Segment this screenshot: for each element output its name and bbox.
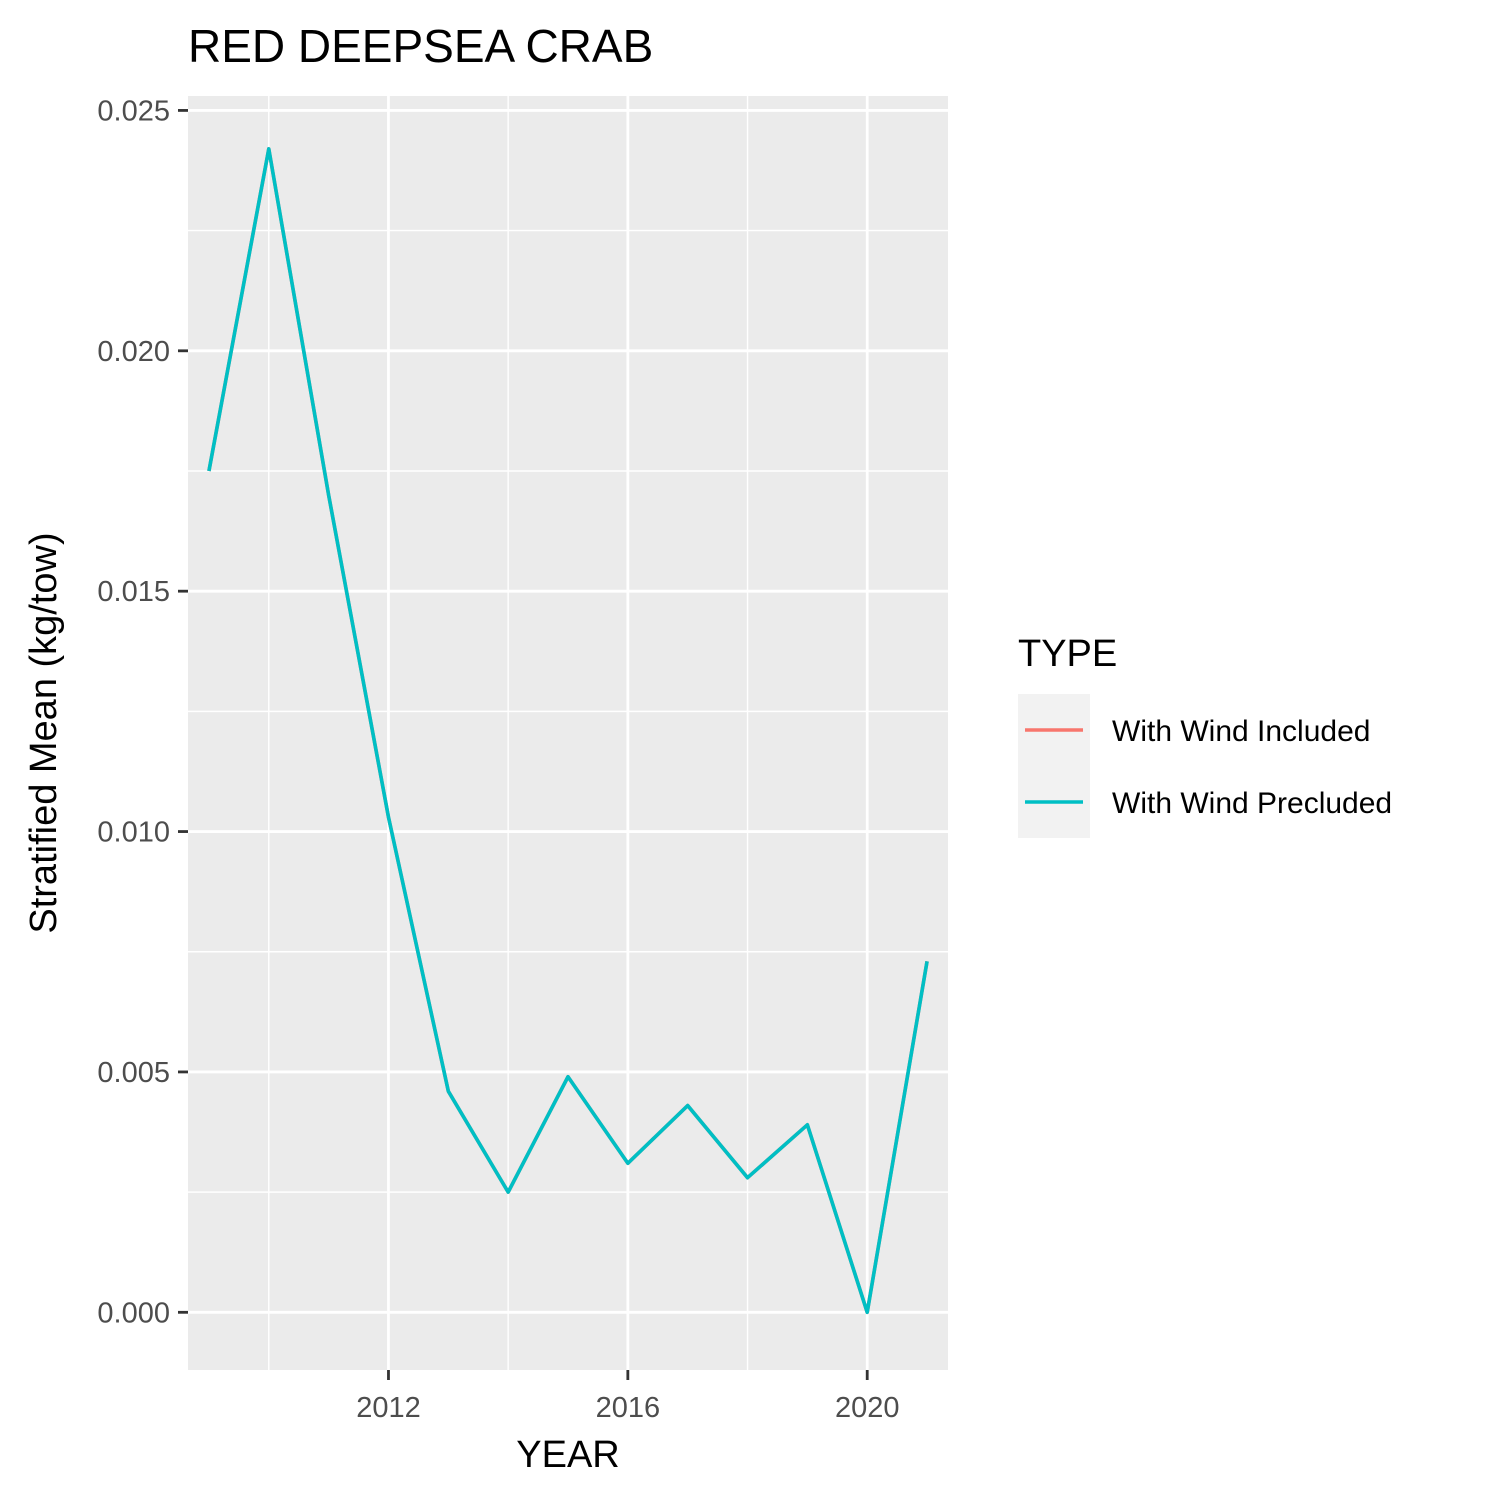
y-axis-title: Stratified Mean (kg/tow) [23, 532, 65, 933]
y-tick-label: 0.000 [97, 1297, 170, 1329]
chart-title: RED DEEPSEA CRAB [188, 20, 653, 72]
y-tick-label: 0.005 [97, 1057, 170, 1089]
x-tick-label: 2016 [596, 1392, 661, 1424]
legend-title: TYPE [1018, 633, 1117, 675]
y-tick-label: 0.020 [97, 336, 170, 368]
x-tick-label: 2012 [356, 1392, 421, 1424]
axes: 0.000 0.005 0.010 0.015 0.020 0.025 2012 2016 20… [97, 95, 899, 1424]
y-tick-label: 0.015 [97, 576, 170, 608]
x-tick-label: 2020 [835, 1392, 900, 1424]
legend-label: With Wind Included [1112, 715, 1370, 748]
plot-panel [188, 96, 948, 1370]
x-axis-title: YEAR [516, 1434, 619, 1476]
y-tick-label: 0.010 [97, 817, 170, 849]
legend-label: With Wind Precluded [1112, 787, 1392, 820]
series-lines [207, 147, 929, 1315]
panel-background [188, 96, 948, 1370]
grid-lines [188, 96, 948, 1370]
y-tick-label: 0.025 [97, 95, 170, 127]
legend: TYPE With Wind Included With Wind Preclud… [1018, 633, 1392, 838]
series-line-1 [207, 147, 929, 1315]
